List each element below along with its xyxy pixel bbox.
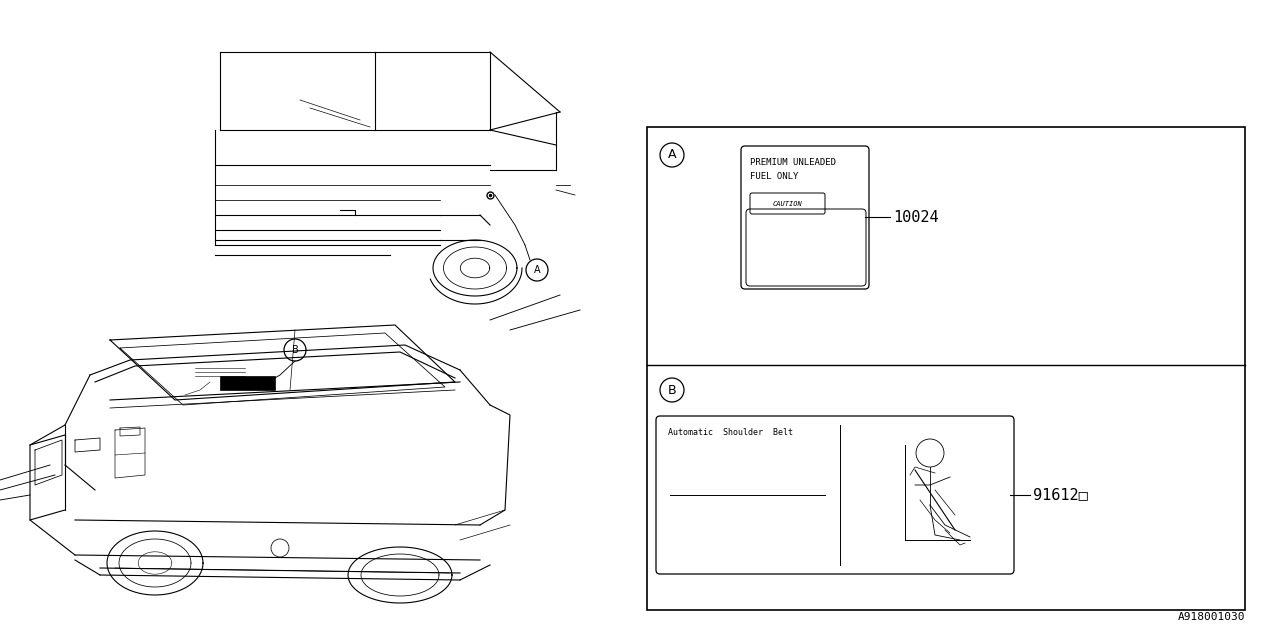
Bar: [220, 376, 275, 390]
Text: A: A: [534, 265, 540, 275]
Text: B: B: [292, 345, 298, 355]
Text: 91612□: 91612□: [1033, 488, 1088, 502]
Bar: [646, 127, 1245, 610]
Text: B: B: [668, 383, 676, 397]
Text: PREMIUM UNLEADED: PREMIUM UNLEADED: [750, 158, 836, 167]
Text: A: A: [668, 148, 676, 161]
Text: A918001030: A918001030: [1178, 612, 1245, 622]
Text: Automatic  Shoulder  Belt: Automatic Shoulder Belt: [668, 428, 794, 437]
Text: 10024: 10024: [893, 209, 938, 225]
Text: FUEL ONLY: FUEL ONLY: [750, 172, 799, 181]
Text: CAUTION: CAUTION: [773, 200, 803, 207]
